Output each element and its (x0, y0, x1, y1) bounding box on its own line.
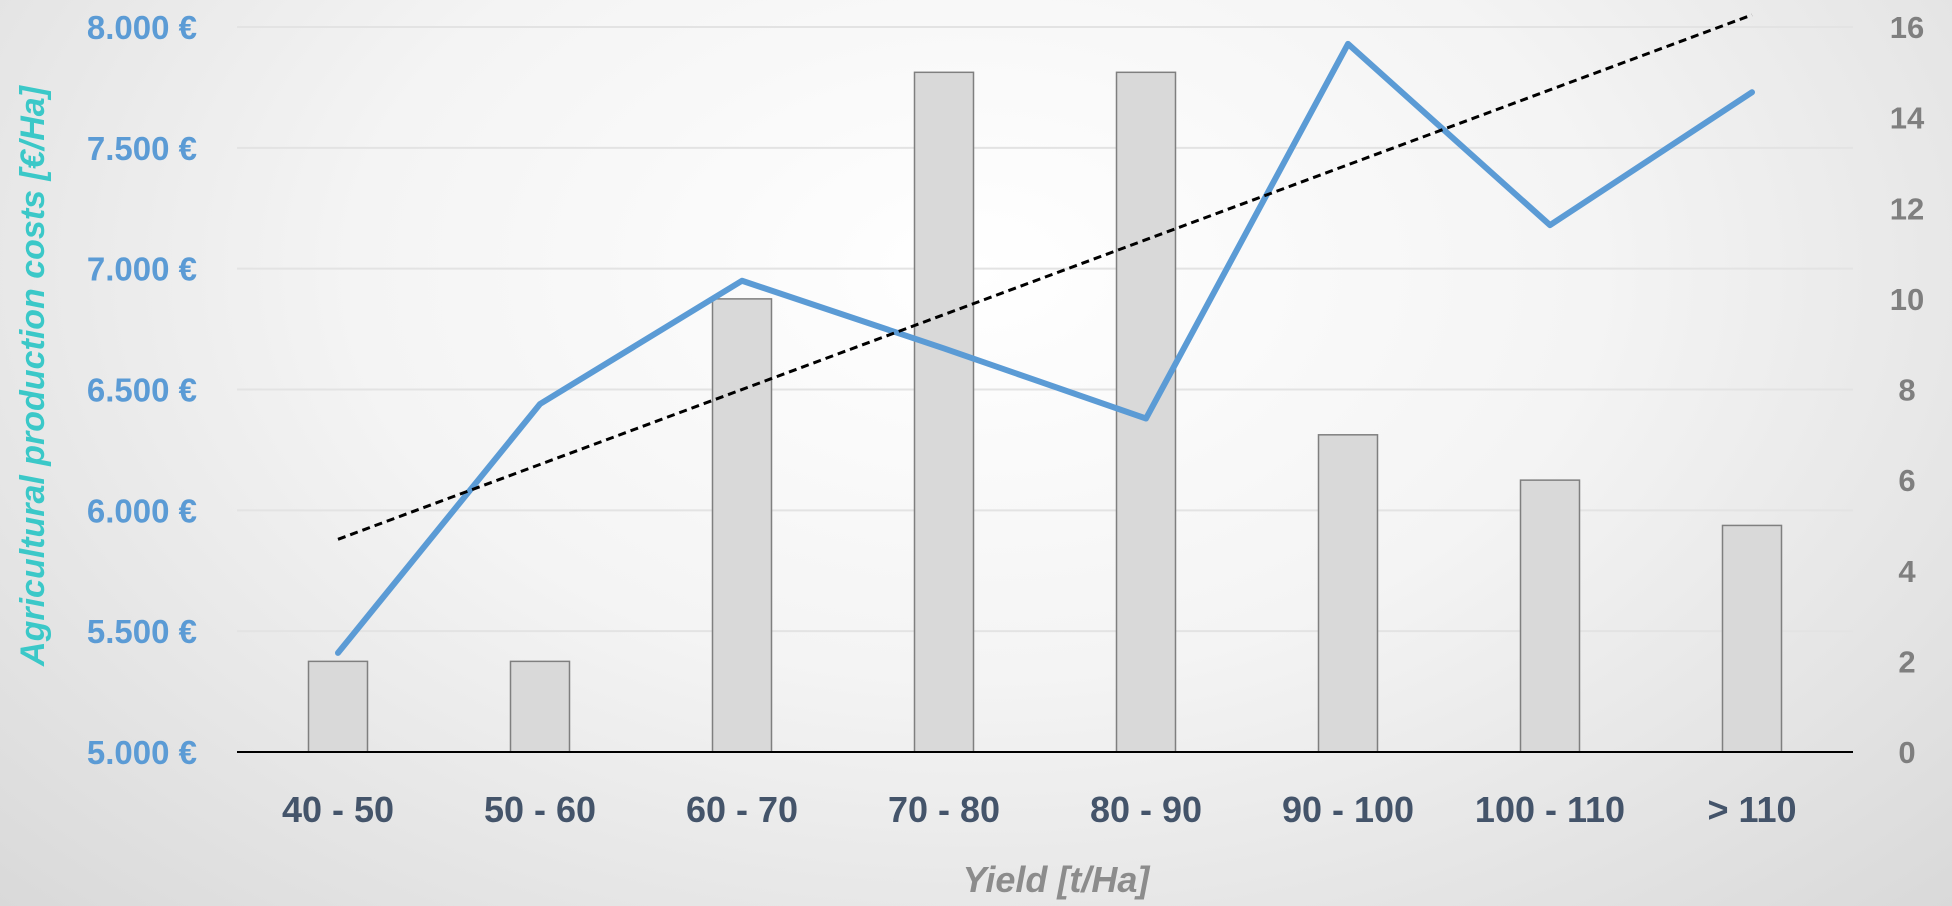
bar-layer (307, 71, 1783, 753)
bar (1519, 479, 1581, 753)
bar (1721, 524, 1783, 753)
y-tick-label: 8.000 € (87, 9, 197, 46)
y2-tick-label: 2 (1898, 644, 1915, 679)
y2-tick-label: 14 (1890, 101, 1925, 136)
y2-tick-label: 4 (1898, 554, 1916, 589)
y-tick-label: 7.500 € (87, 130, 197, 167)
x-tick-label: 90 - 100 (1282, 789, 1414, 830)
x-tick-label: 40 - 50 (282, 789, 394, 830)
y2-tick-label: 6 (1898, 463, 1915, 498)
y-tick-label: 5.000 € (87, 734, 197, 771)
tick-layer: 5.000 € 5.500 € 6.000 € 6.500 € 7.000 € 7.500… (87, 9, 1925, 830)
x-axis-label: Yield [t/Ha] (963, 859, 1151, 900)
line-layer (335, 13, 1755, 656)
x-tick-label: 50 - 60 (484, 789, 596, 830)
grid-layer (237, 26, 1853, 633)
trend-line (337, 13, 1753, 541)
bar (711, 298, 773, 753)
cost-line (335, 40, 1755, 656)
y-tick-label: 6.000 € (87, 492, 197, 529)
x-tick-label: 70 - 80 (888, 789, 1000, 830)
bar (1317, 434, 1379, 753)
bar (509, 660, 571, 753)
x-tick-label: 80 - 90 (1090, 789, 1202, 830)
x-tick-label: > 110 (1707, 789, 1796, 830)
bar (913, 71, 975, 753)
x-tick-label: 60 - 70 (686, 789, 798, 830)
y2-tick-label: 10 (1890, 282, 1924, 317)
y-tick-label: 5.500 € (87, 613, 197, 650)
x-tick-label: 100 - 110 (1475, 789, 1625, 830)
y-tick-label: 7.000 € (87, 251, 197, 288)
y-tick-label: 6.500 € (87, 372, 197, 409)
y2-tick-label: 12 (1890, 191, 1924, 226)
y-axis-label: Agricultural production costs [€/Ha] (14, 84, 52, 667)
bar (307, 660, 369, 753)
y2-tick-label: 8 (1898, 373, 1915, 408)
y2-tick-label: 16 (1890, 10, 1924, 45)
y2-tick-label: 0 (1898, 735, 1915, 770)
